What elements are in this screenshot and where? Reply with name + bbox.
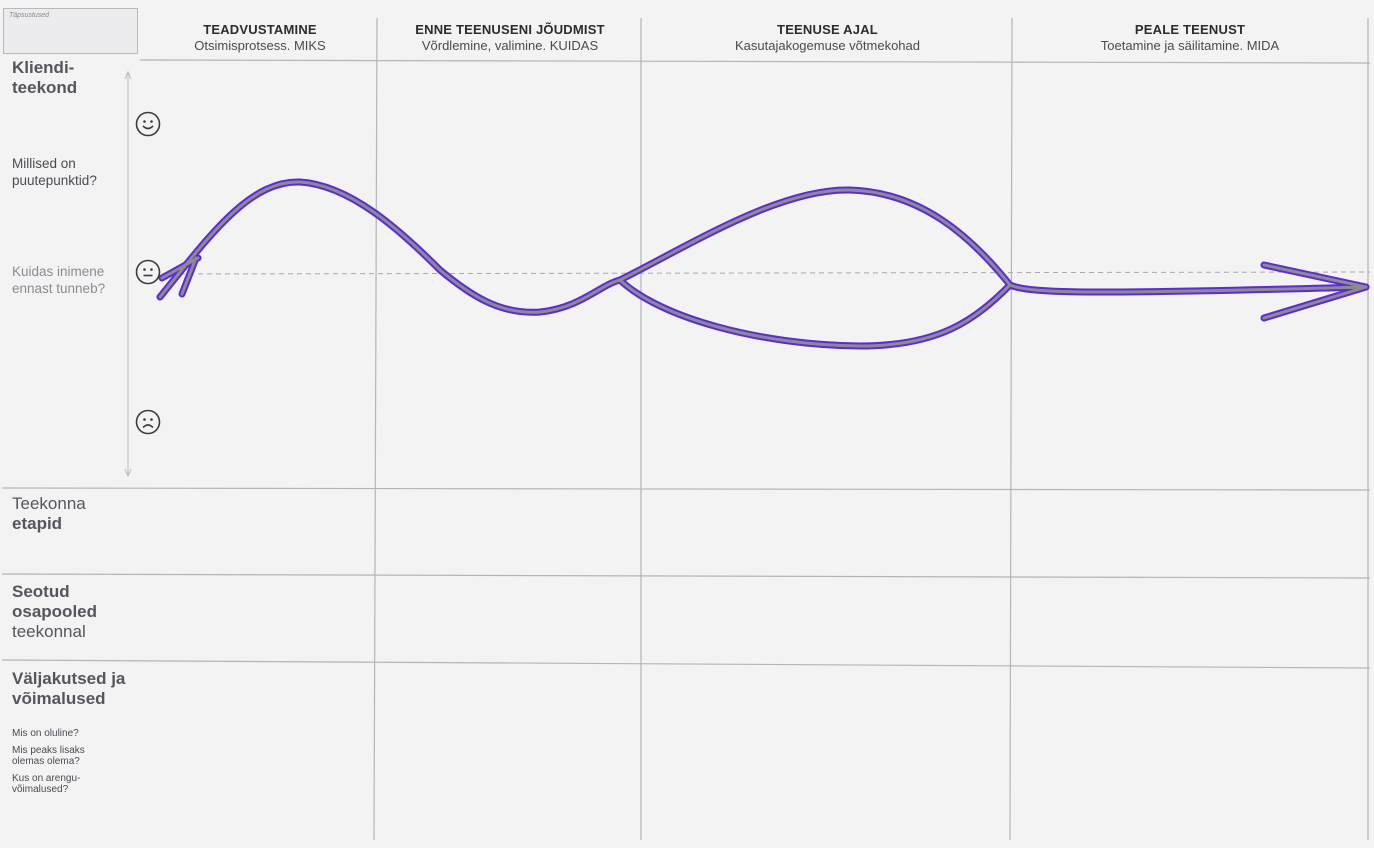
touchpoints-question: Millised on puutepunktid?: [12, 156, 97, 188]
customer-journey-line: [156, 178, 1370, 350]
smiley-happy-icon: [135, 111, 161, 137]
column-title: TEADVUSTAMINE: [203, 22, 317, 37]
row-divider: [1, 659, 1371, 669]
column-subtitle: Võrdlemine, valimine. KUIDAS: [421, 38, 599, 53]
column-title: TEENUSE AJAL: [777, 22, 878, 37]
row-divider: [1, 573, 1371, 579]
row-title-line: Kliendi-: [12, 58, 75, 77]
row-label-challenges: Väljakutsed ja võimalused: [12, 669, 126, 708]
column-subtitle: Toetamine ja säilitamine. MIDA: [1100, 38, 1280, 53]
row-label-customer-journey: Kliendi- teekond: [12, 58, 77, 98]
row-divider: [139, 59, 1371, 64]
feelings-question: Kuidas inimene ennast tunneb?: [12, 264, 106, 296]
column-divider: [373, 17, 378, 841]
column-title: ENNE TEENUSENI JÕUDMIST: [415, 22, 605, 37]
smiley-neutral-icon: [135, 259, 161, 285]
row-label-journey-stages: Teekonna etapid: [12, 494, 86, 533]
challenges-questions: Mis on oluline? Mis peaks lisaks olemas …: [12, 728, 85, 795]
column-header-before-service: ENNE TEENUSENI JÕUDMIST Võrdlemine, vali…: [380, 22, 640, 53]
neutral-baseline: [161, 271, 1371, 275]
column-divider: [1009, 17, 1013, 841]
column-subtitle: Otsimisprotsess. MIKS: [194, 38, 326, 53]
notes-tag-label: Täpsustused: [9, 12, 50, 19]
emotion-axis: [124, 70, 132, 478]
column-header-after-service: PEALE TEENUST Toetamine ja säilitamine. …: [1020, 22, 1360, 53]
smiley-sad-icon: [135, 409, 161, 435]
row-divider: [1, 487, 1371, 491]
column-title: PEALE TEENUST: [1134, 22, 1246, 37]
row-label-stakeholders: Seotud osapooled teekonnal: [12, 582, 98, 641]
column-subtitle: Kasutajakogemuse võtmekohad: [734, 38, 920, 53]
column-header-awareness: TEADVUSTAMINE Otsimisprotsess. MIKS: [150, 22, 370, 53]
row-title-line: teekond: [12, 78, 78, 97]
notes-tag-box: Täpsustused: [3, 8, 138, 54]
column-header-during-service: TEENUSE AJAL Kasutajakogemuse võtmekohad: [650, 22, 1005, 53]
